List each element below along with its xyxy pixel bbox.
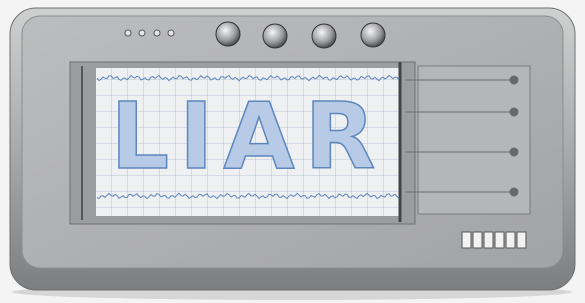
page: LIAR (() => { const data = JSON.parse(do… xyxy=(0,0,585,303)
button[interactable] xyxy=(473,232,482,248)
button[interactable] xyxy=(506,232,515,248)
button[interactable] xyxy=(495,232,504,248)
button[interactable] xyxy=(517,232,526,248)
button[interactable] xyxy=(484,232,493,248)
scene: LIAR xyxy=(0,0,585,303)
scribble-text: LIAR xyxy=(111,83,386,190)
button[interactable] xyxy=(462,232,471,248)
